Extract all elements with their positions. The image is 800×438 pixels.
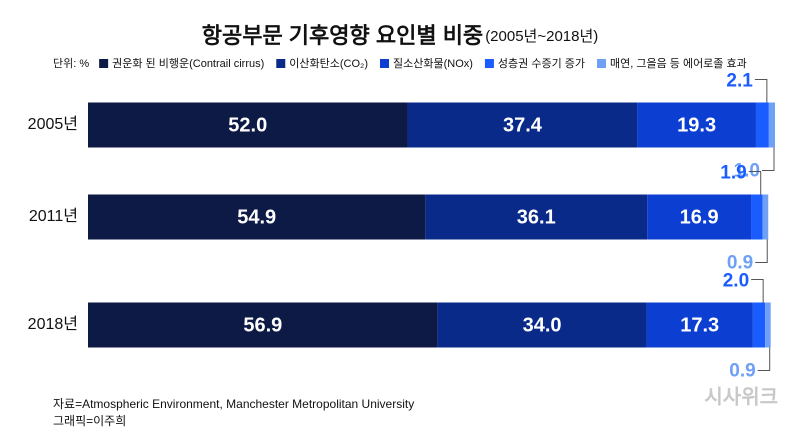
value-label: 34.0 [523, 314, 562, 336]
legend-swatch [379, 59, 389, 68]
value-label: 0.9 [727, 253, 753, 274]
subtitle: (2005년~2018년) [485, 28, 598, 45]
bar-segment [646, 302, 753, 348]
chart-title: 항공부문 기후영향 요인별 비중 (2005년~2018년) [202, 23, 599, 48]
bar-segment [88, 102, 408, 148]
leader-line [751, 279, 764, 303]
value-label: 56.9 [243, 314, 282, 336]
bar-segment [437, 302, 647, 348]
source: 자료=Atmospheric Environment, Manchester M… [53, 397, 414, 411]
category-label: 2011년 [29, 207, 78, 225]
leader-line [762, 147, 775, 171]
legend-label: 이산화탄소(CO₂) [289, 57, 368, 70]
value-label: 2.1 [726, 71, 753, 92]
legend-swatch [597, 59, 606, 68]
leader-line [748, 171, 762, 195]
bar-segment [425, 194, 648, 240]
value-label: 0.9 [729, 361, 755, 382]
leader-line [755, 239, 768, 263]
value-label: 54.9 [237, 206, 276, 228]
legend-label: 권운화 된 비행운(Contrail cirrus) [112, 57, 264, 70]
legend-label: 매연, 그을음 등 에어로졸 효과 [610, 57, 747, 70]
credit: 그래픽=이주희 [53, 414, 126, 428]
value-label: 17.3 [680, 314, 719, 336]
bar-segment [407, 102, 638, 148]
bar-segment [755, 102, 769, 148]
category-label: 2018년 [28, 315, 78, 333]
value-label: 2.0 [723, 271, 749, 292]
bar-segment [637, 102, 756, 148]
leader-line [754, 79, 768, 103]
leader-line [757, 347, 771, 371]
value-label: 19.3 [677, 114, 716, 136]
bar-segment [765, 302, 771, 348]
legend-label: 질소산화물(NOx) [393, 57, 473, 70]
value-label: 16.9 [680, 206, 719, 228]
legend-swatch [484, 59, 494, 68]
value-label: 36.1 [517, 206, 556, 228]
legend-swatch [276, 59, 286, 68]
watermark: 시사위크 [704, 385, 778, 408]
legend-swatch [99, 59, 109, 68]
unit: 단위: % [53, 57, 89, 70]
bar-segment [88, 194, 426, 240]
value-label: 37.4 [503, 114, 543, 136]
title: 항공부문 기후영향 요인별 비중 [202, 23, 483, 48]
bar-segment [752, 302, 766, 348]
bar-segment [768, 102, 775, 148]
legend-label: 성층권 수증기 증가 [498, 57, 585, 70]
value-label: 1.0 [734, 161, 760, 182]
bar-segment [88, 302, 438, 348]
bar-segment [751, 194, 763, 240]
value-label: 52.0 [228, 114, 267, 136]
bar-segment [762, 194, 769, 240]
category-label: 2005년 [28, 115, 78, 133]
bar-segment [647, 194, 752, 240]
value-label: 1.9 [720, 163, 746, 184]
